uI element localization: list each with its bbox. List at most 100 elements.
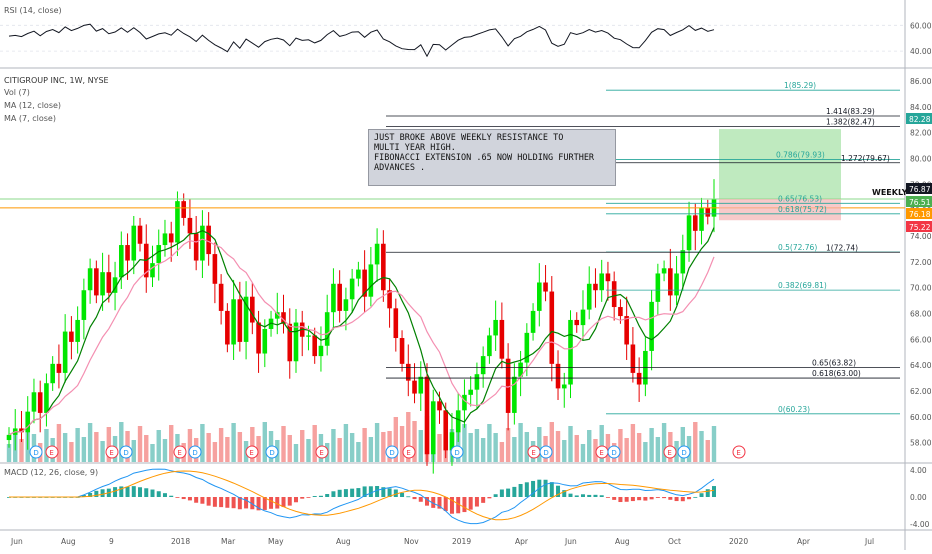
candle-body	[19, 428, 24, 433]
macd-histogram-bar	[181, 497, 186, 500]
candle-body	[549, 291, 555, 364]
price-tick-label: 68.00	[910, 309, 932, 318]
event-marker	[385, 445, 399, 459]
candle-body	[44, 383, 49, 413]
event-marker	[245, 445, 259, 459]
annotation-note[interactable]: JUST BROKE ABOVE WEEKLY RESISTANCE TO MU…	[368, 129, 616, 186]
volume-bar	[119, 422, 124, 462]
candle-body	[561, 384, 567, 389]
volume-bar	[661, 423, 667, 462]
volume-bar	[555, 431, 561, 462]
event-marker-letter: D	[192, 449, 197, 457]
macd-histogram-bar	[169, 495, 174, 497]
candle-body	[530, 310, 536, 333]
candle-body	[580, 309, 586, 326]
macd-histogram-bar	[256, 497, 261, 511]
candle-body	[655, 273, 661, 302]
macd-histogram-bar	[393, 489, 398, 497]
candle-body	[599, 273, 604, 291]
volume-bar	[562, 440, 567, 462]
volume-bar	[587, 430, 592, 462]
volume-bar	[693, 422, 698, 462]
event-marker-letter: E	[249, 449, 253, 457]
macd-histogram-bar	[206, 497, 211, 506]
last-value-badge	[906, 183, 932, 194]
event-marker-letter: D	[543, 449, 548, 457]
time-tick-label: Jul	[864, 537, 874, 546]
volume-bar	[356, 442, 361, 462]
macd-histogram-bar	[343, 489, 348, 497]
volume-bar	[518, 423, 523, 462]
macd-histogram-bar	[512, 486, 517, 497]
candle-body	[630, 344, 636, 373]
macd-histogram-bar	[325, 494, 330, 497]
macd-histogram-bar	[406, 496, 411, 498]
volume-bar	[468, 433, 473, 462]
candle-body	[106, 272, 112, 293]
macd-histogram-bar	[655, 497, 660, 498]
macd-histogram-bar	[250, 497, 255, 510]
event-marker-letter: D	[454, 449, 459, 457]
candle-body	[112, 277, 118, 293]
macd-histogram-bar	[456, 497, 461, 514]
price-tick-label: 74.00	[910, 232, 932, 241]
macd-signal-line	[9, 470, 715, 521]
fib-level-label: 0(60.23)	[778, 405, 810, 414]
candle-body	[100, 272, 105, 296]
macd-histogram-bar	[318, 495, 323, 497]
candle-body	[131, 225, 137, 261]
event-marker	[265, 445, 279, 459]
rsi-line	[8, 23, 715, 58]
last-value-badge	[906, 208, 932, 219]
study-ma-7: MA (7, close)	[4, 114, 56, 123]
volume-bar	[618, 429, 623, 462]
macd-histogram-bar	[362, 486, 367, 497]
fib-level-label: 1(85.29)	[784, 81, 816, 90]
macd-histogram-bar	[599, 495, 604, 497]
volume-bar	[655, 437, 661, 462]
volume-bar	[94, 432, 99, 462]
event-marker	[188, 445, 202, 459]
macd-tick-label: 4.00	[910, 466, 927, 475]
volume-bar	[200, 424, 205, 462]
macd-histogram-bar	[412, 497, 417, 500]
candle-body	[399, 338, 405, 364]
candle-body	[156, 245, 162, 264]
price-tick-label: 58.00	[910, 439, 932, 448]
volume-bar	[568, 426, 573, 462]
candle-body	[200, 225, 205, 261]
macd-histogram-bar	[549, 482, 554, 497]
macd-histogram-bar	[200, 497, 205, 504]
fib-level-label: 1(72.74)	[826, 243, 858, 252]
candle-body	[69, 331, 74, 342]
volume-bar	[62, 433, 68, 462]
candle-body	[593, 283, 598, 291]
volume-bar	[100, 441, 105, 462]
volume-bar	[649, 428, 654, 462]
macd-histogram-bar	[237, 497, 242, 510]
macd-histogram-bar	[162, 493, 167, 497]
target-zone	[719, 129, 841, 199]
volume-bar	[381, 432, 386, 462]
candle-body	[455, 410, 461, 433]
candle-body	[537, 282, 542, 311]
macd-histogram-bar	[293, 497, 298, 503]
fib-level-label: 0.382(69.81)	[778, 281, 827, 290]
weekly-label: WEEKLY	[872, 188, 908, 197]
event-marker	[315, 445, 329, 459]
macd-histogram-bar	[262, 497, 267, 510]
candle-body	[31, 392, 37, 412]
candle-body	[362, 269, 367, 297]
candle-body	[505, 358, 511, 413]
candle-body	[474, 374, 480, 390]
event-marker-letter: E	[599, 449, 603, 457]
candle-body	[187, 217, 193, 234]
macd-histogram-bar	[624, 497, 629, 502]
candle-body	[262, 328, 268, 354]
macd-histogram-bar	[125, 486, 130, 497]
candle-body	[306, 335, 311, 337]
candle-body	[368, 264, 374, 297]
macd-histogram-bar	[437, 497, 442, 509]
volume-bar	[75, 428, 80, 462]
